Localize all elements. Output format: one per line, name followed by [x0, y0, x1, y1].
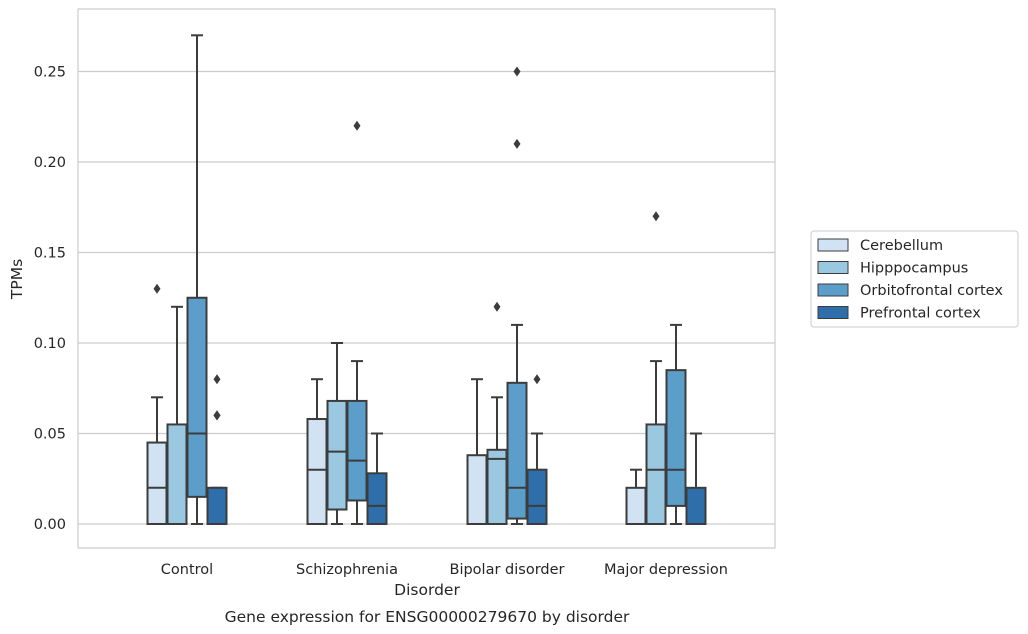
box-body	[625, 486, 647, 525]
legend-frame	[810, 230, 1019, 328]
box-body	[346, 399, 368, 502]
box-body	[486, 448, 508, 526]
legend-items: Cerebellum Hipppocampus Orbitofrontal cort…	[817, 238, 1003, 322]
box-1-3	[366, 432, 388, 526]
y-tick-label: 0.10	[34, 336, 66, 352]
outlier-point	[353, 120, 361, 131]
outlier-point	[513, 138, 521, 149]
outlier-point	[213, 374, 221, 385]
box-body	[186, 296, 208, 498]
box-3-0	[625, 468, 647, 525]
box-2-3	[526, 374, 548, 526]
box-1-1	[326, 342, 348, 525]
legend-label: Prefrontal cortex	[860, 306, 981, 322]
box-body	[685, 486, 707, 525]
x-tick-label: Major depression	[604, 562, 728, 578]
box-3-3	[685, 432, 707, 525]
y-tick-label: 0.05	[34, 427, 66, 443]
legend-label: Hipppocampus	[860, 261, 968, 277]
y-axis-label: TPMs	[8, 259, 26, 300]
box-body	[326, 399, 348, 511]
box-body	[645, 423, 667, 526]
outlier-point	[533, 374, 541, 385]
boxes	[146, 34, 707, 526]
box-body	[166, 423, 188, 526]
y-tick-label: 0.25	[34, 65, 66, 81]
x-axis-ticks: Control Schizophrenia Bipolar disorder Majo…	[161, 562, 728, 578]
box-body	[466, 454, 488, 525]
outlier-point	[652, 211, 660, 222]
box-2-0	[466, 378, 488, 525]
box-1-2	[346, 120, 368, 525]
box-body	[665, 369, 687, 507]
legend-swatch	[817, 306, 849, 319]
box-body	[206, 486, 228, 525]
y-tick-label: 0.00	[34, 517, 66, 533]
x-tick-label: Control	[161, 562, 213, 578]
outlier-point	[493, 301, 501, 312]
x-axis-label: Disorder	[394, 581, 460, 599]
box-body	[506, 381, 528, 520]
outlier-point	[153, 283, 161, 294]
legend-swatch	[817, 238, 849, 252]
box-body	[526, 468, 548, 526]
box-body	[366, 472, 388, 526]
outlier-point	[213, 410, 221, 421]
outlier-point	[513, 66, 521, 77]
x-tick-label: Schizophrenia	[296, 562, 398, 578]
legend-label: Orbitofrontal cortex	[860, 283, 1003, 299]
box-0-0	[146, 283, 168, 525]
box-body	[306, 418, 328, 525]
box-0-3	[206, 374, 228, 525]
y-tick-label: 0.15	[34, 246, 66, 262]
y-axis-ticks: 0.00 0.05 0.10 0.15 0.20 0.25	[34, 65, 66, 534]
y-tick-label: 0.20	[34, 155, 66, 171]
chart-caption: Gene expression for ENSG00000279670 by d…	[225, 608, 630, 626]
box-0-1	[166, 305, 188, 526]
legend-swatch	[817, 283, 849, 297]
plot-area-frame	[77, 8, 776, 549]
legend-label: Cerebellum	[860, 238, 943, 254]
box-3-2	[665, 323, 687, 525]
box-3-1	[645, 211, 667, 526]
box-1-0	[306, 378, 328, 525]
box-2-2	[506, 66, 528, 525]
x-tick-label: Bipolar disorder	[450, 562, 565, 578]
legend-swatch	[817, 261, 849, 274]
box-body	[146, 441, 168, 525]
box-0-2	[186, 34, 208, 525]
legend: Cerebellum Hipppocampus Orbitofrontal cort…	[810, 230, 1019, 328]
box-2-1	[486, 301, 508, 526]
